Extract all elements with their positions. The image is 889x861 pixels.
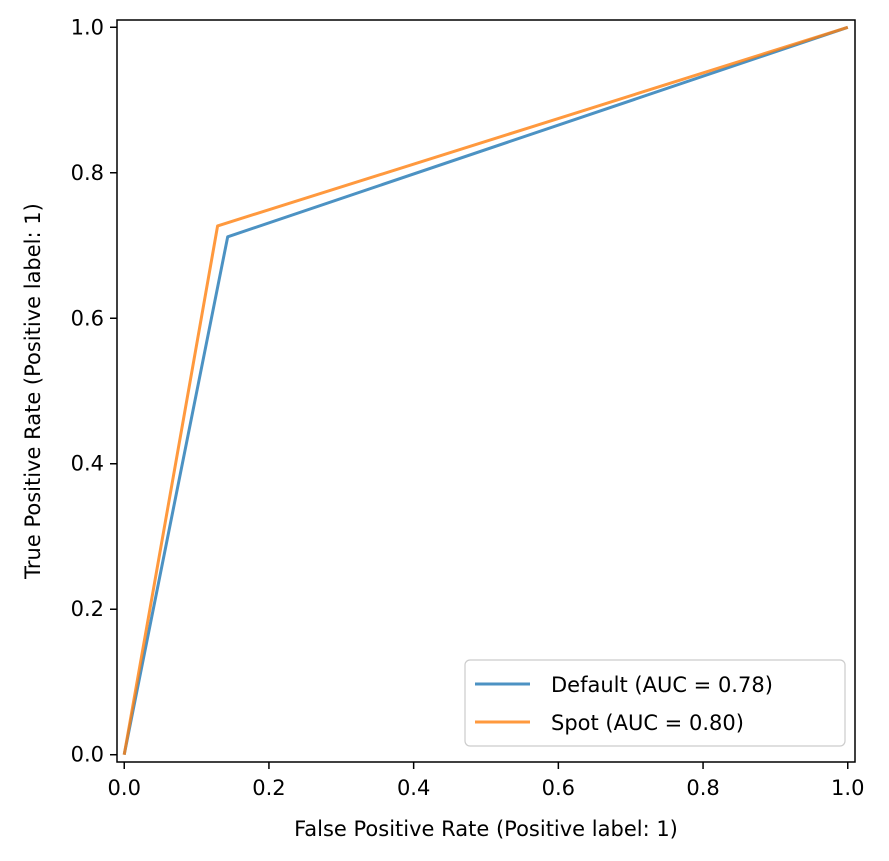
y-axis-label: True Positive Rate (Positive label: 1) [21,203,45,580]
y-tick-label: 0.2 [71,597,104,621]
x-tick-label: 0.6 [542,776,575,800]
legend-box [464,659,846,747]
x-tick-label: 1.0 [831,776,864,800]
legend-label-default: Default (AUC = 0.78) [551,673,773,697]
x-axis-label: False Positive Rate (Positive label: 1) [294,817,678,841]
x-axis-ticks: 0.0 0.2 0.4 0.6 0.8 1.0 [108,762,864,800]
x-tick-label: 0.2 [252,776,285,800]
x-tick-label: 0.8 [686,776,719,800]
series-line-1 [122,25,849,755]
y-tick-label: 0.0 [71,743,104,767]
plot-area [122,25,849,755]
axes-frame [116,19,856,763]
y-tick-label: 1.0 [71,15,104,39]
legend: Default (AUC = 0.78) Spot (AUC = 0.80) [464,659,846,747]
series-line-0 [122,25,849,755]
y-tick-label: 0.4 [71,452,104,476]
x-tick-label: 0.4 [397,776,430,800]
x-tick-label: 0.0 [108,776,141,800]
y-tick-label: 0.6 [71,306,104,330]
y-axis-ticks: 0.0 0.2 0.4 0.6 0.8 1.0 [71,15,117,767]
y-tick-label: 0.8 [71,161,104,185]
legend-label-spot: Spot (AUC = 0.80) [551,711,744,735]
